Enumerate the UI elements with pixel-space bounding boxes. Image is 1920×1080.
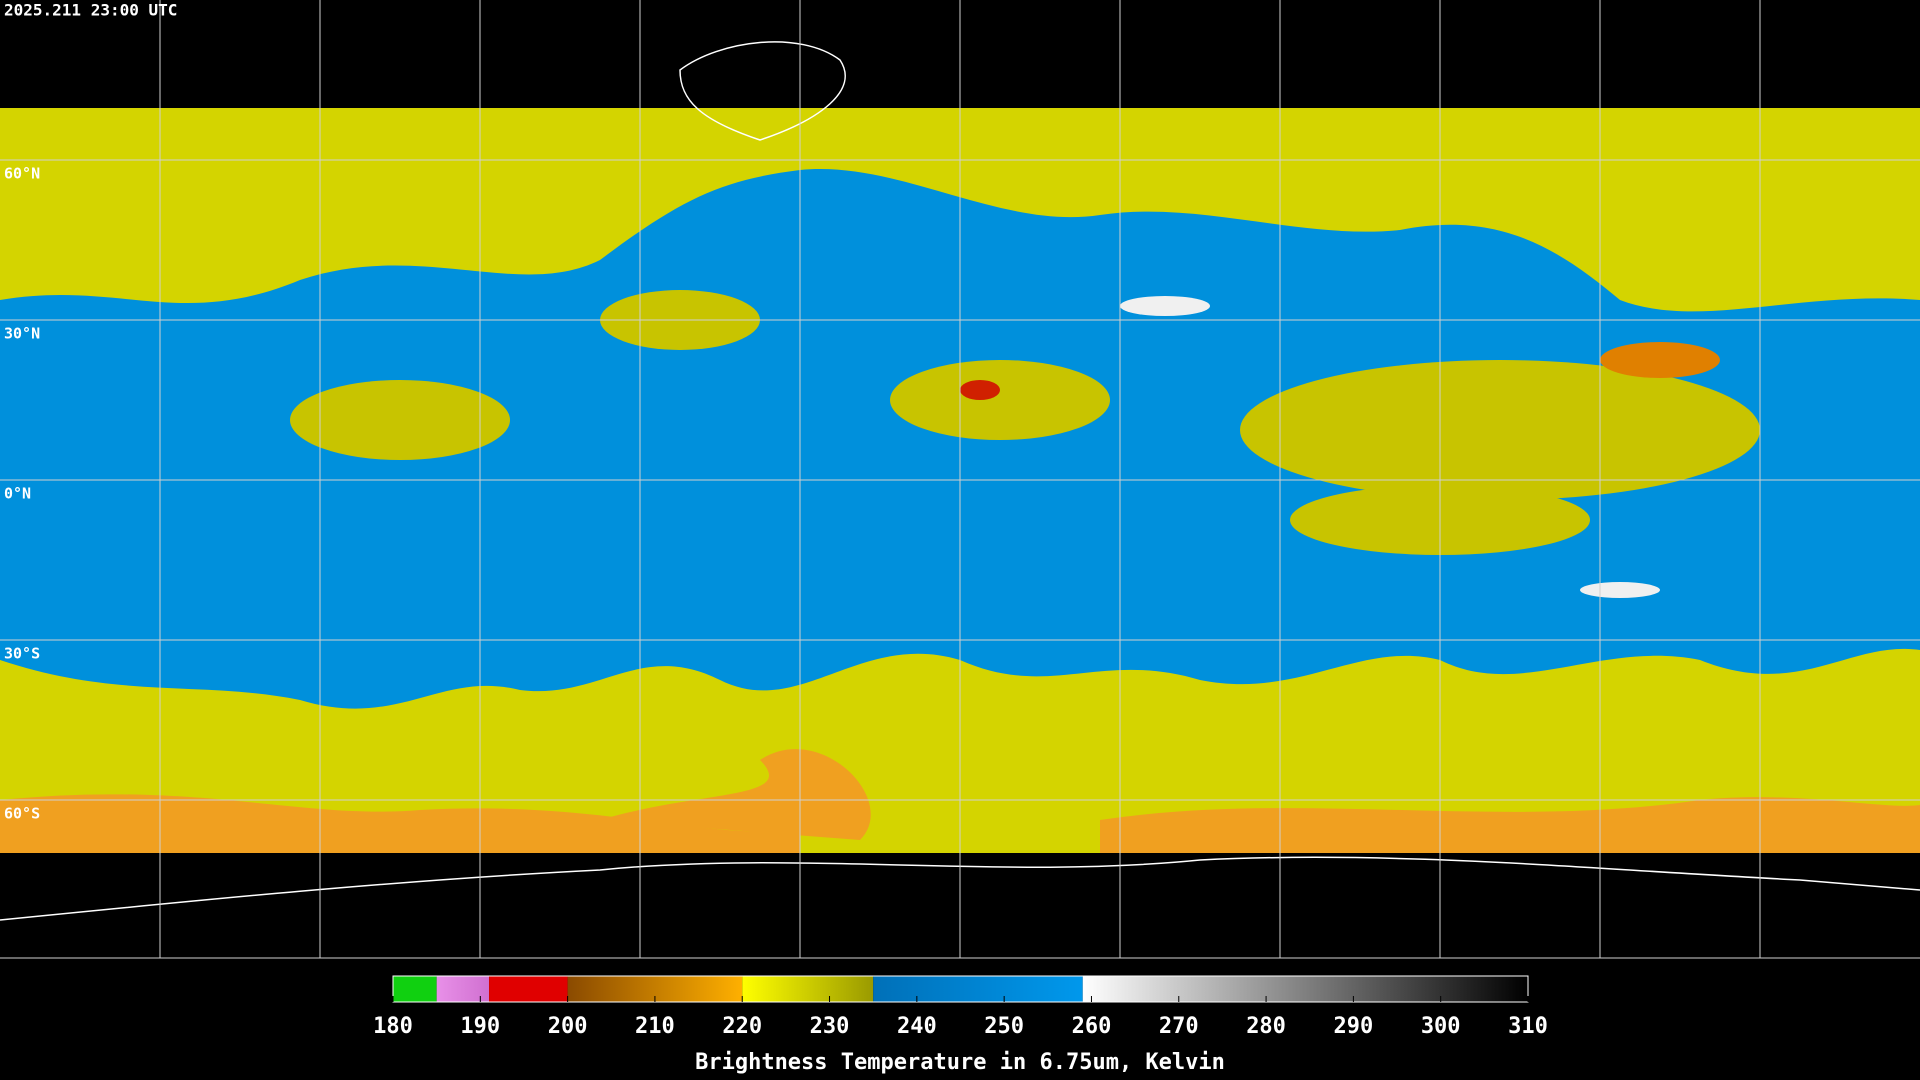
colorbar-tick-label: 230 xyxy=(810,1014,850,1039)
colorbar-tick-label: 280 xyxy=(1246,1014,1286,1039)
colorbar-segment xyxy=(742,976,874,1002)
colorbar-tick-label: 290 xyxy=(1334,1014,1374,1039)
timestamp: 2025.211 23:00 UTC xyxy=(4,1,177,20)
colorbar-tick-label: 190 xyxy=(460,1014,500,1039)
colorbar-tick-label: 240 xyxy=(897,1014,937,1039)
lat-label: 30°N xyxy=(4,325,40,343)
cloud-patch xyxy=(890,360,1110,440)
antarctic-coast xyxy=(0,856,1920,921)
lat-label: 60°N xyxy=(4,165,40,183)
cold-cloud xyxy=(1600,342,1720,378)
colorbar-segment xyxy=(393,976,437,1002)
cloud-patch xyxy=(1240,360,1760,500)
colorbar-segment xyxy=(1082,976,1528,1002)
cold-band-south xyxy=(600,749,871,840)
dry-patch xyxy=(1580,582,1660,598)
colorbar-tick-label: 310 xyxy=(1508,1014,1548,1039)
colorbar-segment xyxy=(873,976,1083,1002)
colorbar-tick-label: 180 xyxy=(373,1014,413,1039)
colorbar-segment xyxy=(436,976,490,1002)
colorbar-tick-label: 210 xyxy=(635,1014,675,1039)
colorbar-tick-label: 200 xyxy=(548,1014,588,1039)
lat-label: 0°N xyxy=(4,485,31,503)
cold-band-south xyxy=(1100,797,1920,853)
colorbar-segment xyxy=(489,976,568,1002)
colorbar-tick-label: 250 xyxy=(984,1014,1024,1039)
dry-patch xyxy=(1120,296,1210,316)
colorbar-tick-label: 260 xyxy=(1072,1014,1112,1039)
colorbar: 180 190 200 210 220 230 240 250 260 270 280 290 300 3… xyxy=(373,975,1548,1039)
colorbar-title: Brightness Temperature in 6.75um, Kelvin xyxy=(695,1050,1225,1075)
cold-band-south xyxy=(0,794,800,853)
greenland-coast xyxy=(679,41,846,141)
lat-label: 60°S xyxy=(4,805,40,823)
colorbar-tick-label: 270 xyxy=(1159,1014,1199,1039)
graticule: 60°N 30°N 0°N 30°S 60°S xyxy=(0,0,1920,959)
colorbar-frame xyxy=(392,975,1529,1003)
colorbar-tick-label: 220 xyxy=(722,1014,762,1039)
colorbar-tick-label: 300 xyxy=(1421,1014,1461,1039)
lat-label: 30°S xyxy=(4,645,40,663)
cloud-patch xyxy=(290,380,510,460)
cold-cloud xyxy=(960,380,1000,400)
